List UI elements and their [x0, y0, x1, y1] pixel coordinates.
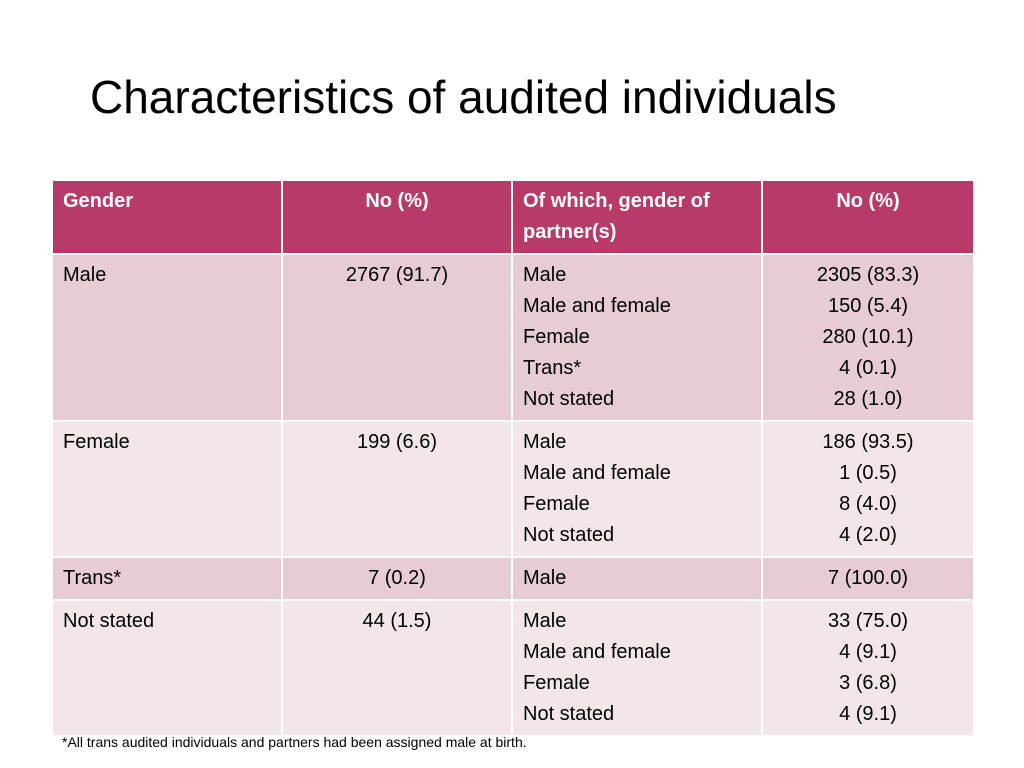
partner-count: 150 (5.4)	[827, 295, 909, 317]
partner-count: 8 (4.0)	[839, 493, 897, 515]
table-row: Female 199 (6.6) Male Male and female Fe…	[51, 420, 975, 558]
partner-count-cell: 2305 (83.3) 150 (5.4) 280 (10.1) 4 (0.1)…	[761, 253, 975, 422]
partner-count-cell: 7 (100.0)	[761, 556, 975, 601]
table-row: Not stated 44 (1.5) Male Male and female…	[51, 599, 975, 737]
partner-gender: Male	[523, 567, 567, 589]
partner-count: 4 (9.1)	[839, 703, 897, 725]
partner-count: 33 (75.0)	[827, 610, 909, 632]
partner-gender: Male and female	[523, 641, 671, 663]
partner-gender: Not stated	[523, 703, 615, 725]
slide-title: Characteristics of audited individuals	[90, 71, 837, 123]
partner-count: 1 (0.5)	[839, 462, 897, 484]
partner-gender: Female	[523, 493, 590, 515]
header-gender: Gender	[51, 179, 283, 255]
partner-gender: Male and female	[523, 462, 671, 484]
gender-cell: Male	[51, 253, 283, 422]
header-partner-gender: Of which, gender of partner(s)	[511, 179, 763, 255]
partner-count: 3 (6.8)	[839, 672, 897, 694]
partner-gender: Male	[523, 431, 567, 453]
gender-cell: Trans*	[51, 556, 283, 601]
partner-count: 4 (0.1)	[839, 357, 897, 379]
partner-count-cell: 33 (75.0) 4 (9.1) 3 (6.8) 4 (9.1)	[761, 599, 975, 737]
partner-count: 186 (93.5)	[822, 431, 914, 453]
partner-gender: Female	[523, 326, 590, 348]
partner-gender-cell: Male Male and female Female Trans* Not s…	[511, 253, 763, 422]
header-partner-count: No (%)	[761, 179, 975, 255]
characteristics-table: Gender No (%) Of which, gender of partne…	[51, 179, 975, 737]
partner-count-cell: 186 (93.5) 1 (0.5) 8 (4.0) 4 (2.0)	[761, 420, 975, 558]
table-header-row: Gender No (%) Of which, gender of partne…	[51, 179, 975, 255]
partner-count: 4 (9.1)	[839, 641, 897, 663]
table-row: Male 2767 (91.7) Male Male and female Fe…	[51, 253, 975, 422]
partner-count: 28 (1.0)	[833, 388, 903, 410]
gender-cell: Female	[51, 420, 283, 558]
partner-gender: Male	[523, 610, 567, 632]
partner-gender: Trans*	[523, 357, 582, 379]
table-row: Trans* 7 (0.2) Male 7 (100.0)	[51, 556, 975, 601]
count-cell: 199 (6.6)	[281, 420, 513, 558]
partner-count: 2305 (83.3)	[816, 264, 920, 286]
header-count: No (%)	[281, 179, 513, 255]
partner-gender: Male	[523, 264, 567, 286]
partner-count: 7 (100.0)	[827, 567, 909, 589]
partner-gender: Not stated	[523, 524, 615, 546]
partner-gender: Female	[523, 672, 590, 694]
partner-gender: Not stated	[523, 388, 615, 410]
count-cell: 7 (0.2)	[281, 556, 513, 601]
partner-count: 4 (2.0)	[839, 524, 897, 546]
gender-cell: Not stated	[51, 599, 283, 737]
partner-count: 280 (10.1)	[822, 326, 914, 348]
partner-gender-cell: Male Male and female Female Not stated	[511, 420, 763, 558]
count-cell: 2767 (91.7)	[281, 253, 513, 422]
partner-gender-cell: Male Male and female Female Not stated	[511, 599, 763, 737]
partner-gender: Male and female	[523, 295, 671, 317]
count-cell: 44 (1.5)	[281, 599, 513, 737]
footnote: *All trans audited individuals and partn…	[62, 734, 527, 750]
partner-gender-cell: Male	[511, 556, 763, 601]
